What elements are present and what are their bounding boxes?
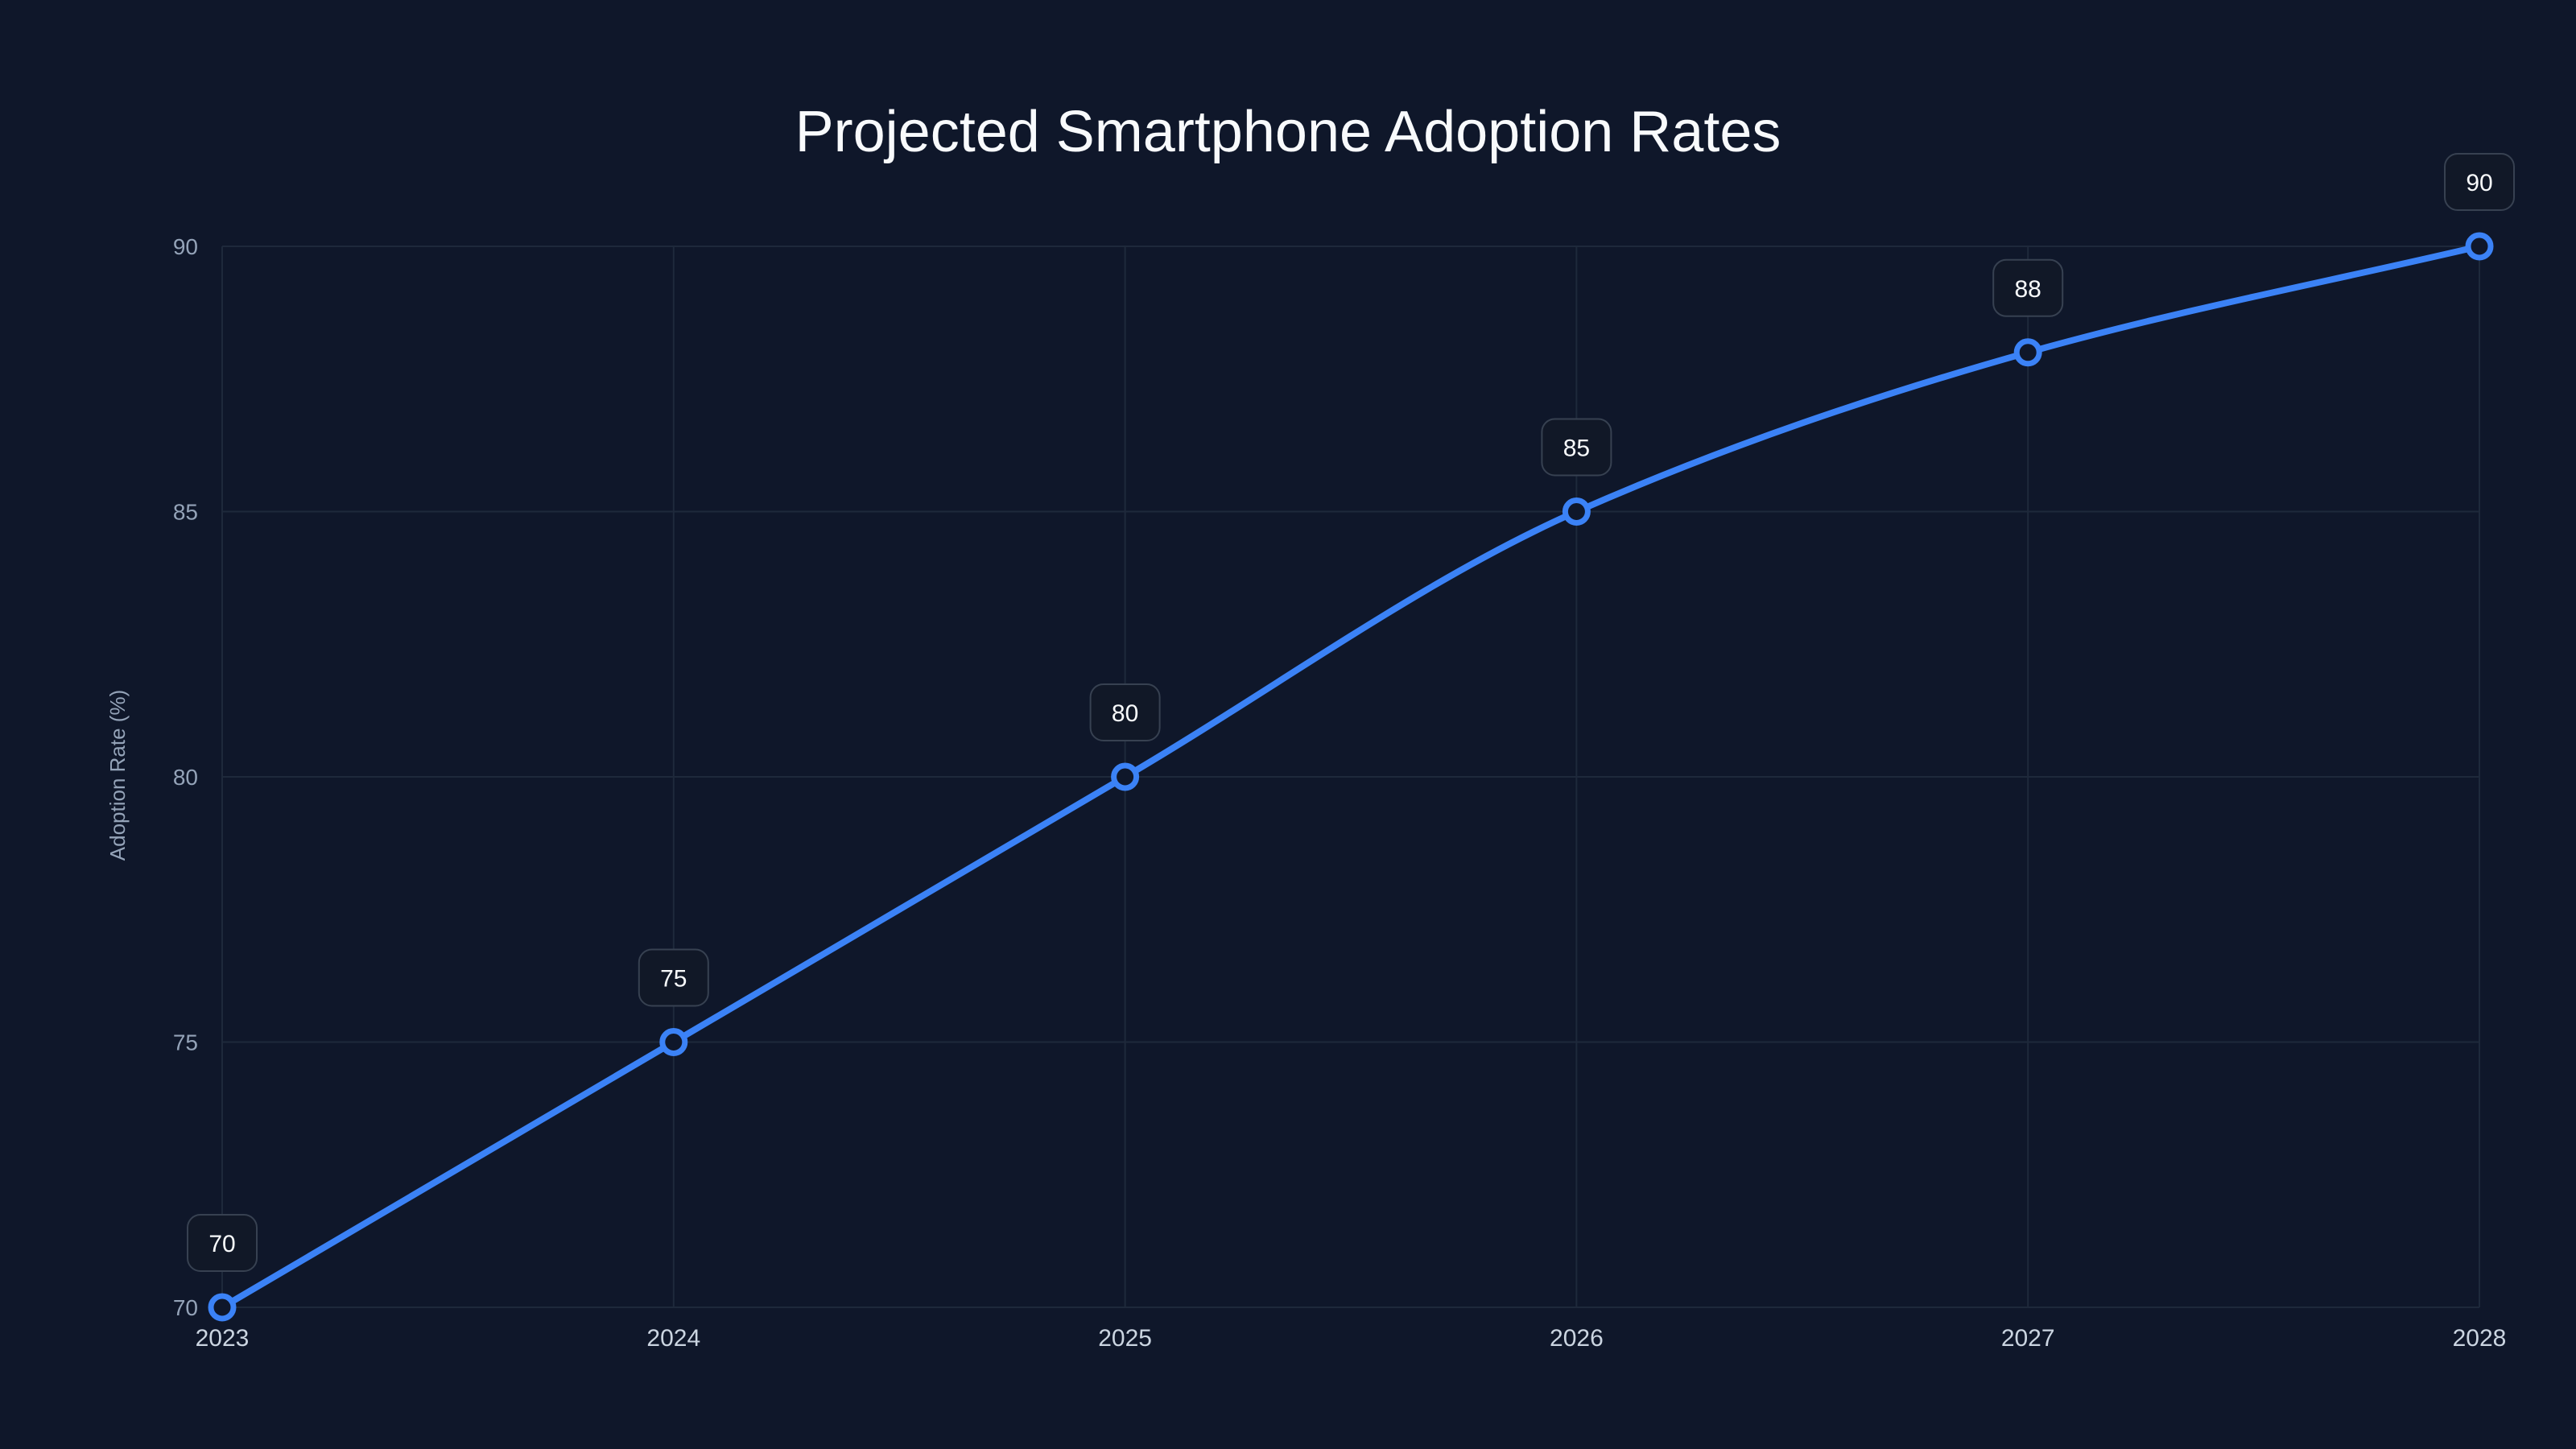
chart-title: Projected Smartphone Adoption Rates bbox=[795, 100, 1781, 164]
data-label-text: 90 bbox=[2466, 170, 2492, 196]
data-point bbox=[659, 1028, 688, 1056]
y-tick-label: 70 bbox=[173, 1295, 198, 1320]
data-label-box bbox=[1541, 418, 1612, 477]
data-point bbox=[2465, 232, 2494, 261]
x-tick-label: 2024 bbox=[646, 1325, 700, 1352]
y-axis-label: Adoption Rate (%) bbox=[105, 690, 130, 861]
data-label: 90 bbox=[2444, 153, 2515, 211]
data-point bbox=[1562, 497, 1591, 526]
x-axis-ticks: 2023 2024 2025 2026 2027 2028 bbox=[196, 1325, 2507, 1352]
data-label-text: 85 bbox=[1563, 436, 1590, 462]
data-point bbox=[208, 1293, 237, 1322]
series-line bbox=[219, 243, 2483, 1311]
data-label: 70 bbox=[187, 1214, 258, 1272]
x-tick-label: 2023 bbox=[196, 1325, 250, 1352]
data-label-text: 75 bbox=[660, 966, 687, 993]
data-label: 85 bbox=[1541, 418, 1612, 477]
y-tick-label: 85 bbox=[173, 500, 198, 525]
data-point bbox=[2013, 338, 2042, 367]
y-tick-label: 90 bbox=[173, 234, 198, 259]
x-tick-label: 2026 bbox=[1550, 1325, 1604, 1352]
data-label-box bbox=[187, 1214, 258, 1272]
y-tick-label: 75 bbox=[173, 1030, 198, 1055]
data-label-box bbox=[1089, 683, 1161, 741]
data-label-text: 70 bbox=[208, 1231, 235, 1257]
data-labels: 70 75 80 85 88 90 bbox=[187, 153, 2515, 1272]
data-label: 80 bbox=[1089, 683, 1161, 741]
data-label-box bbox=[2444, 153, 2515, 211]
x-tick-label: 2025 bbox=[1098, 1325, 1152, 1352]
data-label-box bbox=[638, 948, 709, 1007]
gridlines bbox=[221, 246, 2480, 1308]
data-label-box bbox=[1992, 258, 2064, 317]
data-label: 88 bbox=[1992, 258, 2064, 317]
y-tick-label: 80 bbox=[173, 765, 198, 790]
data-point bbox=[1111, 762, 1140, 791]
x-tick-label: 2028 bbox=[2453, 1325, 2507, 1352]
data-label-text: 88 bbox=[2015, 276, 2041, 303]
data-label-text: 80 bbox=[1112, 700, 1138, 727]
data-points bbox=[208, 232, 2494, 1322]
y-axis-ticks: 70 75 80 85 90 bbox=[173, 234, 198, 1320]
x-tick-label: 2027 bbox=[2001, 1325, 2055, 1352]
data-label: 75 bbox=[638, 948, 709, 1007]
